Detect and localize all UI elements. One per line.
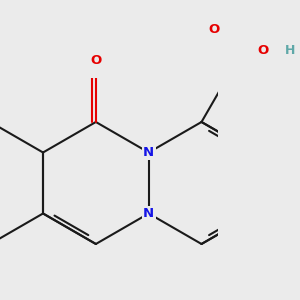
Text: N: N xyxy=(143,146,154,159)
Text: O: O xyxy=(208,23,219,36)
Text: H: H xyxy=(285,44,295,57)
Text: N: N xyxy=(143,207,154,220)
Text: O: O xyxy=(90,55,101,68)
Text: O: O xyxy=(257,44,268,57)
